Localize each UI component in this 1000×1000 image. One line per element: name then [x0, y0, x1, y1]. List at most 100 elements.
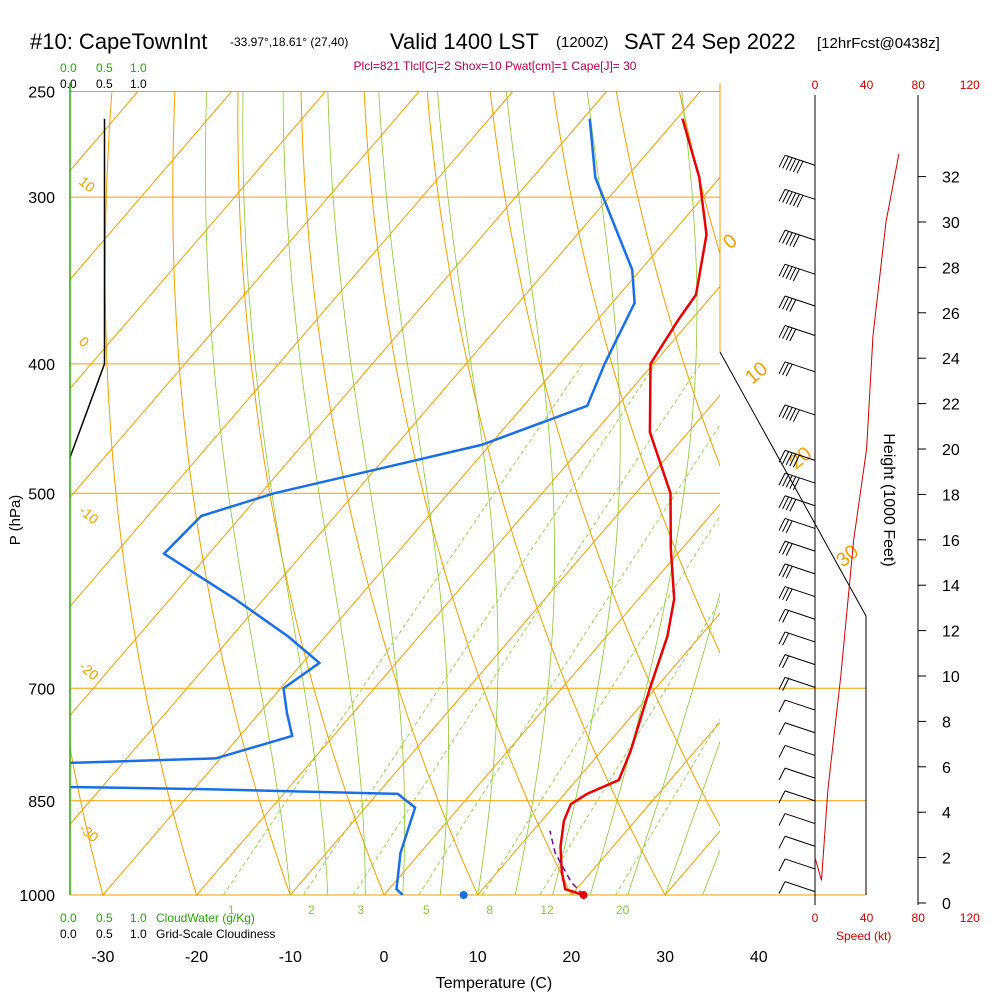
wind-barb [778, 188, 816, 208]
height-tick-label: 20 [942, 442, 960, 459]
cloud-water-tick-1: 1.0 [130, 61, 147, 75]
isotherm-line [70, 91, 233, 281]
speed-tick-top: 120 [960, 78, 980, 92]
wind-barb-feather [792, 159, 800, 173]
cloudiness-tick-0: 0.0 [60, 77, 77, 91]
moist-adiabat [664, 740, 720, 895]
wind-barb [778, 472, 816, 491]
isotherm-line [289, 394, 720, 895]
wind-barb-feather [785, 266, 793, 279]
wind-barb-staff [784, 858, 816, 870]
wind-barb-feather [778, 858, 786, 872]
height-tick-label: 0 [942, 896, 951, 913]
mixing-ratio-labels: 1 2 3 5 8 12 20 [228, 903, 630, 917]
isotherm-label: 0 [76, 333, 92, 350]
height-axis-label: Height (1000 Feet) [880, 433, 897, 566]
wind-barb-feather [778, 813, 786, 826]
forecast-run: [12hrFcst@0438z] [817, 35, 940, 52]
isotherm-label: -20 [76, 658, 102, 683]
wind-barb-feather [785, 363, 793, 377]
wind-speed-profile [814, 153, 900, 881]
moist-adiabat [552, 91, 621, 895]
wind-barb-feather [782, 190, 790, 203]
moist-adiabat [242, 91, 329, 895]
wind-barb-staff [784, 540, 816, 552]
isotherm-label: -30 [76, 820, 102, 845]
wind-barb-feather [789, 476, 797, 489]
wind-barb [778, 699, 816, 713]
wind-barb-feather [789, 328, 797, 342]
wind-barb-feather [782, 610, 790, 623]
dry-adiabat [237, 91, 385, 895]
wind-barb [778, 813, 816, 826]
moist-adiabat [204, 91, 291, 895]
speed-tick-bottom: 120 [960, 911, 980, 925]
wind-barb-feather [789, 299, 797, 312]
temperature-tick: 0 [380, 949, 389, 966]
cloudiness-label: Grid-Scale Cloudiness [156, 927, 275, 941]
moist-adiabat [437, 91, 499, 895]
wind-barb-feather [789, 158, 797, 172]
wind-barb [778, 654, 816, 669]
mixing-ratio-line [223, 363, 584, 895]
wind-barb [778, 154, 816, 174]
wind-barb-staff [784, 517, 816, 529]
wind-barb-feather [785, 191, 793, 204]
mixing-ratio-line [482, 515, 720, 895]
moist-adiabat [327, 91, 406, 895]
wind-barb [778, 361, 816, 377]
speed-axis-label: Speed (kt) [836, 929, 891, 943]
wind-barb-staff [784, 676, 816, 688]
isotherm-label: 0 [719, 230, 742, 254]
height-tick-label: 26 [942, 306, 960, 323]
speed-tick-bottom: 40 [860, 911, 874, 925]
wind-barb [778, 835, 816, 849]
isotherm-label: -10 [76, 502, 102, 527]
isotherm-label: 10 [741, 358, 772, 389]
wind-barb-feather [792, 234, 800, 248]
wind-barb [778, 608, 816, 623]
cloud-water-legend-top: 0.0 0.5 1.0 0.0 0.5 1.0 [60, 61, 147, 91]
height-tick-label: 18 [942, 487, 960, 504]
wind-barb-feather [782, 632, 790, 646]
wind-barb-feather [778, 609, 786, 622]
dry-adiabat [489, 91, 720, 828]
wind-barb-feather [785, 543, 793, 556]
wind-barb-feather [778, 563, 786, 577]
wind-barb-feather [785, 407, 793, 420]
moist-adiabat [282, 91, 366, 895]
wind-barb-feather [782, 265, 790, 278]
mixing-ratio-line [539, 600, 720, 895]
dry-adiabat [552, 91, 720, 654]
wind-barb [778, 404, 816, 423]
pressure-tick: 300 [28, 190, 55, 207]
wind-barb-feather [778, 295, 786, 309]
wind-barb [778, 263, 816, 282]
mixing-ratio-line [352, 363, 701, 895]
wind-barb [778, 517, 816, 534]
isobar-lines [70, 91, 866, 896]
height-tick-label: 28 [942, 260, 960, 277]
isotherm-line [477, 612, 720, 895]
wind-barb-feather [778, 495, 786, 509]
wind-barb [778, 229, 816, 248]
height-tick-label: 2 [942, 851, 951, 868]
wind-barb-feather [778, 586, 786, 599]
dry-adiabat [615, 91, 720, 468]
wind-barb [778, 563, 816, 579]
wind-barb-staff [784, 767, 816, 779]
dry-adiabat [995, 92, 1000, 896]
height-tick-label: 16 [942, 533, 960, 550]
mixing-ratio-lines [223, 363, 720, 895]
wind-barb-feather [782, 474, 790, 487]
wind-barb [778, 881, 816, 894]
speed-tick-top: 80 [912, 78, 926, 92]
surface-dewpoint-marker [459, 891, 468, 899]
wind-barb-feather [782, 156, 790, 169]
wind-barb-feather [789, 408, 797, 421]
mixing-ratio-label: 2 [308, 903, 315, 917]
wind-barb-feather [782, 405, 790, 419]
wind-barb-feather [785, 157, 793, 170]
wind-barb-staff [784, 744, 816, 756]
temperature-ticks: -30 -20 -10 0 10 20 30 40 [91, 949, 767, 966]
